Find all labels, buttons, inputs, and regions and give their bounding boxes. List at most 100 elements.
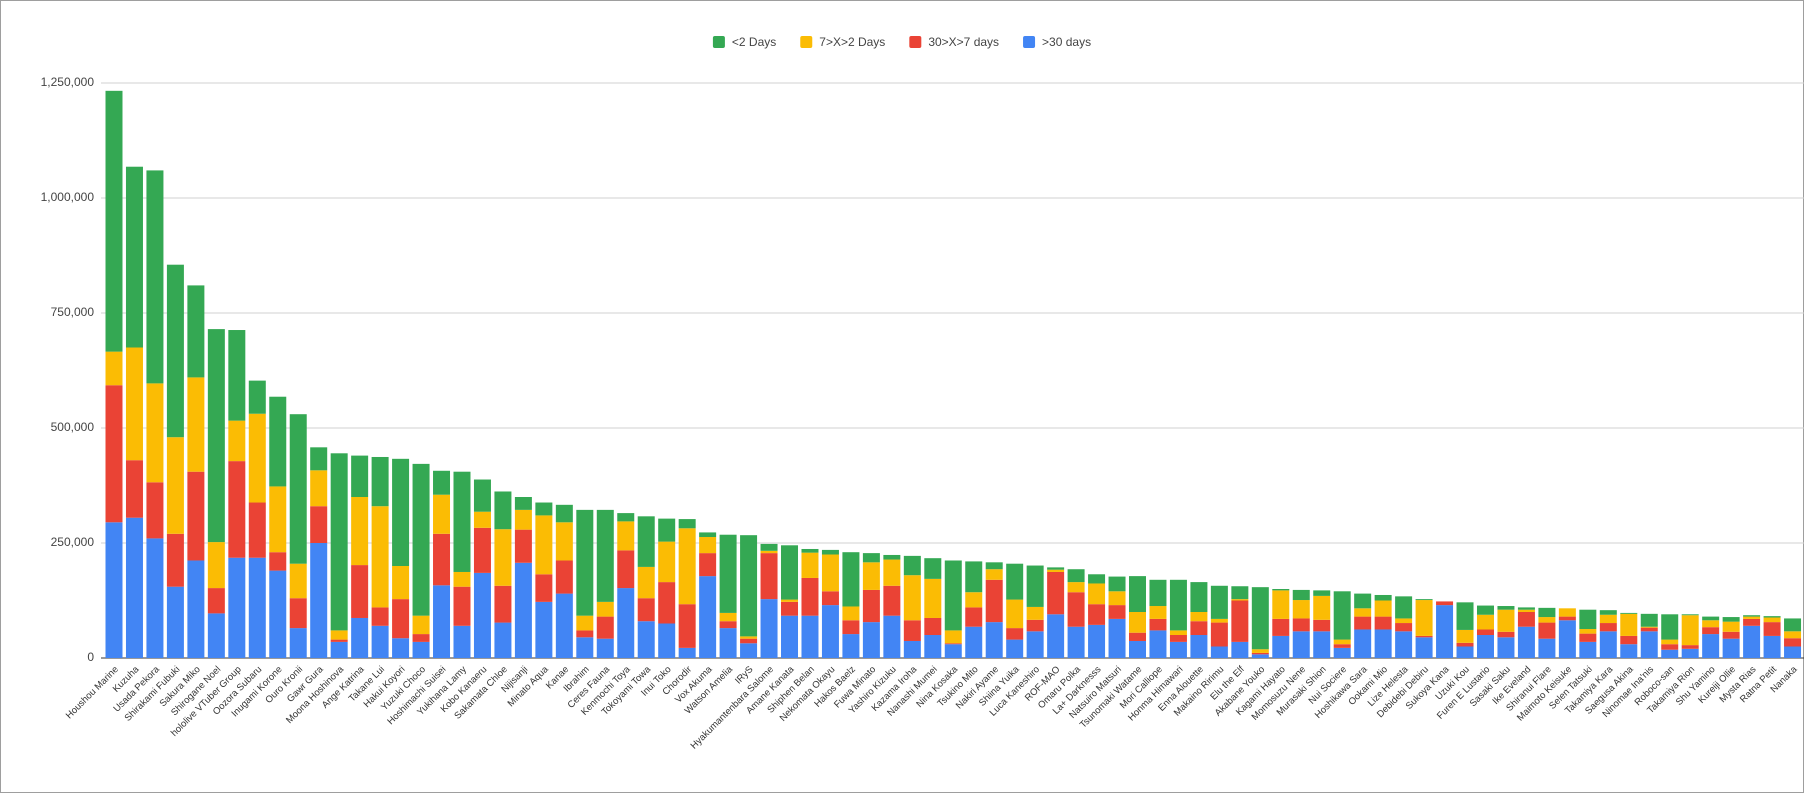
bar-segment [1047,571,1065,615]
bar-segment [678,647,696,658]
bar-segment [1395,618,1413,624]
bar-segment [1292,600,1310,619]
bar-segment [555,504,573,523]
bar-segment [1681,645,1699,649]
bar-segment [433,494,451,534]
bar-segment [187,471,205,561]
bar-segment [1415,637,1433,658]
bar-segment [617,513,635,522]
bar-segment [1497,637,1515,658]
bar-segment [637,516,655,567]
bar-segment [576,509,594,616]
bar-segment [125,347,143,461]
bar-segment [1190,582,1208,612]
bar-segment [821,549,839,555]
bar-segment [1374,616,1392,630]
bar-segment [310,543,328,658]
bar-segment [1251,654,1269,658]
bar-segment [1067,592,1085,627]
bar-segment [1476,635,1494,658]
bar-segment [1579,633,1597,642]
bar-segment [1702,616,1720,621]
bar-segment [330,630,348,640]
bar-segment [637,598,655,622]
bar-segment [1006,639,1024,658]
bar-segment [617,550,635,589]
bar-segment [924,558,942,579]
bar-segment [1395,623,1413,632]
bar-segment [351,497,369,566]
bar-segment [1579,629,1597,634]
bar-segment [146,482,164,539]
bar-segment [514,509,532,530]
bar-segment [1661,644,1679,650]
bar-segment [842,552,860,607]
bar-segment [719,534,737,613]
bar-segment [1210,585,1228,619]
bar-segment [1210,646,1228,658]
bar-segment [1640,613,1658,627]
bar-segment [105,351,123,386]
bar-segment [719,621,737,629]
bar-segment [678,528,696,605]
bar-segment [617,588,635,658]
bar-segment [1702,634,1720,658]
bar-segment [1620,644,1638,658]
bar-segment [1292,618,1310,632]
bar-segment [1333,644,1351,648]
bar-segment [1251,652,1269,655]
bar-segment [289,563,307,599]
bar-segment [1047,569,1065,572]
y-tick-label: 500,000 [51,420,95,434]
bar-segment [1272,589,1290,591]
bar-segment [1599,610,1617,615]
bar-segment [883,554,901,560]
bar-segment [166,264,184,438]
bar-segment [1169,641,1187,658]
bar-segment [310,447,328,471]
bar-segment [187,285,205,378]
bar-segment [1006,563,1024,600]
bar-segment [699,553,717,577]
bar-segment [453,586,471,626]
bar-segment [1149,579,1167,607]
bar-segment [1784,631,1802,639]
bar-segment [1149,618,1167,631]
bar-segment [1436,605,1454,658]
bar-segment [473,511,491,528]
bar-segment [1231,586,1249,600]
bar-segment [596,616,614,639]
bar-segment [1784,638,1802,647]
bar-segment [1210,618,1228,623]
bar-segment [617,521,635,551]
bar-segment [903,640,921,658]
bar-segment [1231,599,1249,601]
bar-segment [760,543,778,551]
bar-segment [924,617,942,635]
bar-segment [1088,574,1106,584]
bar-segment [781,599,799,602]
bar-segment [1661,639,1679,645]
bar-segment [596,601,614,617]
bar-segment [1108,605,1126,619]
bar-segment [228,420,246,462]
bar-segment [1251,649,1269,653]
legend-label: >30 days [1042,35,1091,49]
bar-segment [207,542,225,589]
legend: <2 Days 7>X>2 Days 30>X>7 days >30 days [712,35,1091,49]
legend-label: <2 Days [732,35,776,49]
bar-segment [658,582,676,624]
bar-segment [1108,618,1126,658]
y-tick-label: 1,250,000 [41,75,95,89]
bar-segment [1047,614,1065,658]
bar-segment [1395,596,1413,619]
bar-segment [985,562,1003,570]
bar-segment [1354,616,1372,630]
bar-segment [555,522,573,561]
bar-segment [1047,567,1065,570]
bar-segment [146,538,164,658]
bar-segment [555,593,573,658]
bar-segment [1784,618,1802,632]
